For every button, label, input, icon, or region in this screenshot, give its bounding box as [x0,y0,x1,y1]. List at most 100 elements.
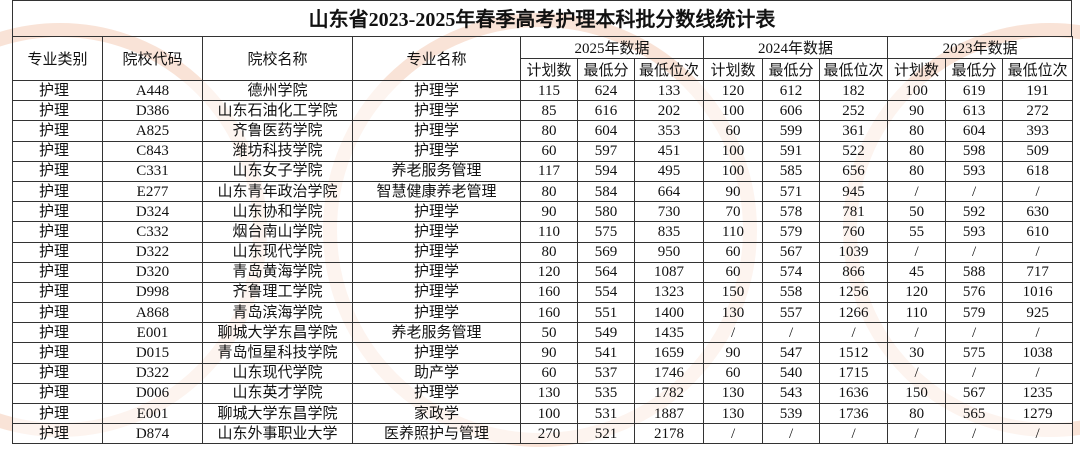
table-cell: 90 [887,100,947,122]
table-cell: D998 [102,281,203,304]
table-cell: / [819,322,889,344]
table-cell: 612 [762,79,821,102]
table-cell: 150 [703,281,764,304]
table-cell: 580 [577,201,635,223]
table-cell: 90 [520,201,578,223]
table-cell: 100 [703,100,764,122]
table-cell: 557 [762,302,821,324]
table-cell: 1887 [633,402,705,425]
table-cell: 1323 [633,281,705,304]
table-cell: 564 [577,261,635,283]
table-cell: 509 [1002,140,1074,162]
table-cell: 100 [703,140,764,162]
table-cell: 1039 [819,241,889,263]
table-cell: 护理 [12,221,103,243]
table-cell: A868 [102,302,203,324]
table-cell: 537 [577,362,635,384]
table-cell: 1659 [633,342,705,364]
table-cell: 护理 [12,261,103,283]
table-cell: D322 [102,362,203,384]
table-cell: 1736 [819,402,889,425]
table-cell: 山东协和学院 [202,201,353,223]
table-cell: 护理学 [352,342,521,364]
table-cell: 624 [577,79,635,102]
table-cell: 70 [703,201,764,223]
table-cell: 山东女子学院 [202,160,353,182]
table-row: 护理 A868 青岛滨海学院 护理学 160 551 1400 130 557 1266 110 57… [12,302,1074,324]
table-row: 护理 D322 山东现代学院 助产学 60 537 1746 60 540 1715// / [12,362,1074,384]
table-cell: 80 [887,120,947,142]
table-cell: 551 [577,302,635,324]
table-cell: 578 [762,201,821,223]
table-cell: 543 [762,382,821,405]
table-cell: 540 [762,362,821,384]
table-cell: 618 [1002,160,1074,182]
header-row: 计划数 最低分 最低位次 计划数 最低分 最低位次 计划数 最低分 最低位次 [13,58,1074,81]
table-cell: 护理学 [352,79,521,102]
table-cell: 1400 [633,302,705,324]
table-cell: 60 [520,362,578,384]
table-cell: 55 [887,221,947,243]
column-header: 专业名称 [352,36,521,81]
table-cell: / [945,362,1004,384]
table-cell: / [945,180,1004,203]
table-cell: 150 [887,382,947,405]
table-cell: 117 [520,160,578,182]
sub-column-header: 最低分 [762,58,821,81]
table-cell: 青岛滨海学院 [202,302,353,324]
score-table: 专业类别 院校代码 院校名称 专业名称 2025年数据 2024年数据 2023年数据 计划数… [12,36,1074,445]
table-cell: 80 [520,241,578,263]
table-cell: 护理学 [352,281,521,304]
sub-column-header: 最低位次 [819,58,889,81]
table-cell: 1435 [633,322,705,344]
table-cell: 521 [577,423,635,445]
table-cell: 585 [762,160,821,182]
table-cell: 270 [520,423,578,445]
table-cell: 烟台南山学院 [202,221,353,243]
table-cell: / [887,423,947,445]
table-cell: 584 [577,180,635,203]
table-cell: 191 [1002,79,1074,102]
table-cell: 616 [577,100,635,122]
table-cell: 567 [945,382,1004,405]
table-cell: 100 [887,79,947,102]
table-cell: 495 [633,160,705,182]
header-row: 专业类别 院校代码 院校名称 专业名称 2025年数据 2024年数据 2023年数据 [12,36,1074,81]
table-cell: 80 [887,160,947,182]
table-cell: 182 [819,79,889,102]
table-cell: 90 [703,342,764,364]
table-cell: / [703,423,764,445]
table-cell: 养老服务管理 [352,160,521,182]
year-header: 2024年数据 [703,36,889,59]
table-cell: 护理 [12,382,103,405]
table-cell: / [1002,241,1074,263]
table-cell: 90 [520,342,578,364]
table-cell: 护理学 [352,120,521,142]
table-row: 护理 D320 青岛黄海学院 护理学 120 564 1087 60 574 866 45 588 71… [12,261,1074,283]
table-cell: 531 [577,402,635,425]
table-cell: 90 [703,180,764,203]
table-cell: 1235 [1002,382,1074,405]
table-cell: E001 [102,402,203,425]
table-cell: 593 [945,160,1004,182]
table-cell: 1266 [819,302,889,324]
table-cell: 100 [703,160,764,182]
table-cell: 护理 [12,281,103,304]
table-cell: 554 [577,281,635,304]
table-cell: 558 [762,281,821,304]
table-cell: 569 [577,241,635,263]
table-cell: 85 [520,100,578,122]
table-cell: 575 [945,342,1004,364]
table-cell: 护理学 [352,261,521,283]
table-row: 护理 D386 山东石油化工学院 护理学 85 616 202 100 606 252 90 613 2… [12,100,1074,122]
table-cell: 574 [762,261,821,283]
table-cell: 598 [945,140,1004,162]
table-cell: 齐鲁理工学院 [202,281,353,304]
table-cell: 110 [703,221,764,243]
table-cell: 1512 [819,342,889,364]
table-cell: 664 [633,180,705,203]
table-row: 护理 D015 青岛恒星科技学院 护理学 90 541 1659 90 547 1512 30 575… [12,342,1074,364]
table-cell: 730 [633,201,705,223]
table-cell: 130 [703,382,764,405]
table-cell: 202 [633,100,705,122]
